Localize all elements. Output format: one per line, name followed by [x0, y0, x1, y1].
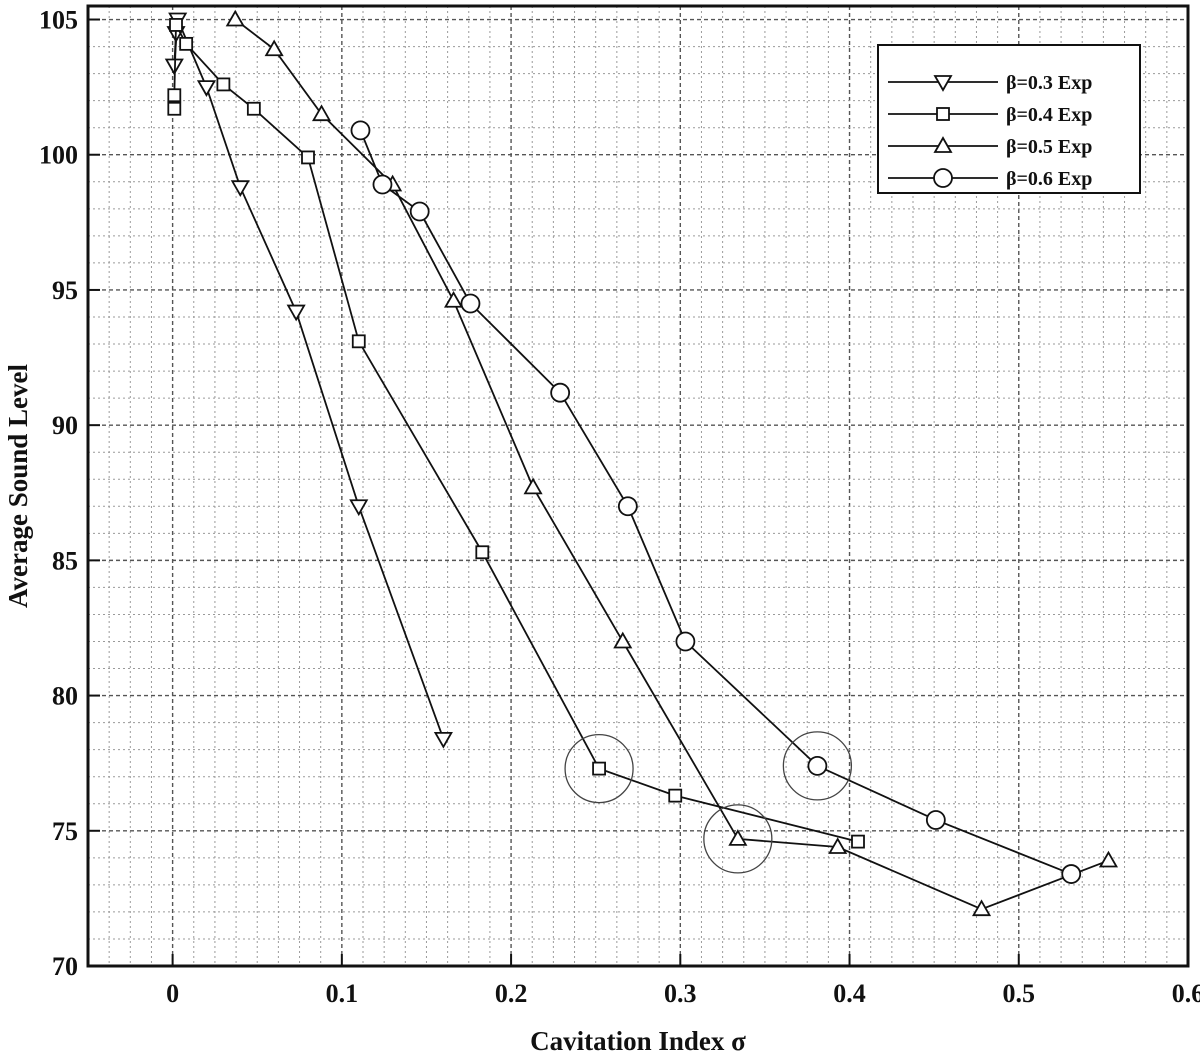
x-tick-label: 0.2	[495, 979, 528, 1008]
x-tick-label: 0.1	[326, 979, 359, 1008]
data-point	[971, 899, 992, 917]
data-point	[433, 731, 453, 749]
data-point	[167, 88, 182, 103]
highlight-circle	[564, 733, 634, 804]
data-point	[851, 834, 865, 849]
legend-marker	[933, 75, 953, 92]
data-point	[372, 174, 393, 195]
data-point	[617, 496, 638, 517]
data-point	[675, 631, 696, 652]
data-point	[216, 77, 231, 92]
x-tick-label: 0.4	[833, 979, 866, 1008]
legend: β=0.3 Exp β=0.4 Exp β=0.5 Exp β=0.6 Exp	[877, 44, 1141, 194]
data-point	[196, 80, 217, 97]
data-point	[349, 499, 369, 517]
data-point	[409, 201, 430, 222]
data-point	[523, 477, 543, 495]
legend-label: β=0.5 Exp	[1006, 136, 1092, 158]
plot-frame	[86, 4, 1190, 968]
series-3	[225, 9, 1119, 917]
x-tick-label: 0.3	[664, 979, 697, 1008]
y-tick-label: 80	[52, 682, 78, 711]
data-point	[592, 761, 606, 776]
y-tick-label: 70	[52, 952, 78, 981]
legend-item: β=0.6 Exp	[888, 168, 1092, 190]
data-point	[668, 788, 683, 803]
legend-marker	[933, 136, 953, 153]
series-1	[164, 12, 453, 749]
data-point	[925, 810, 946, 830]
y-tick-label: 90	[52, 411, 78, 440]
data-point	[828, 837, 848, 854]
series-2	[167, 18, 865, 849]
data-point	[230, 180, 250, 197]
legend-item: β=0.4 Exp	[888, 104, 1092, 126]
legend-marker	[933, 168, 953, 188]
y-axis-title: Average Sound Level	[3, 364, 33, 608]
legend-label: β=0.3 Exp	[1006, 72, 1092, 94]
data-point	[1061, 864, 1082, 884]
legend-items: β=0.3 Exp β=0.4 Exp β=0.5 Exp β=0.6 Exp	[888, 72, 1092, 190]
tick-layer: 0 0.1 0.2 0.3 0.4 0.5 0.6 70 75 80 85 90 95 100 105	[39, 6, 1200, 1008]
legend-label: β=0.6 Exp	[1006, 168, 1092, 190]
data-point	[301, 150, 315, 165]
highlight-circle	[782, 731, 853, 801]
legend-label: β=0.4 Exp	[1006, 104, 1092, 126]
data-point	[1098, 850, 1119, 868]
data-point	[550, 382, 571, 403]
data-point	[225, 9, 245, 27]
data-point	[443, 290, 464, 308]
data-point	[350, 120, 371, 141]
series-line	[173, 21, 859, 843]
series-layer	[164, 9, 1119, 917]
data-point	[728, 829, 748, 846]
data-point	[613, 631, 633, 649]
highlight-layer	[564, 731, 853, 874]
legend-item: β=0.5 Exp	[888, 136, 1092, 158]
data-point	[807, 755, 828, 776]
data-point	[167, 101, 182, 116]
series-line	[359, 130, 1072, 875]
data-point	[351, 334, 366, 349]
y-tick-label: 95	[52, 276, 78, 305]
data-point	[286, 304, 306, 322]
x-axis-title: Cavitation Index σ	[530, 1026, 746, 1056]
series-4	[350, 120, 1082, 884]
data-point	[246, 101, 261, 116]
data-point	[264, 39, 284, 57]
y-tick-label: 75	[52, 817, 78, 846]
data-point	[169, 18, 183, 32]
x-tick-label: 0	[166, 979, 179, 1008]
legend-marker	[936, 107, 950, 121]
x-tick-label: 0.5	[1003, 979, 1036, 1008]
data-point	[179, 36, 194, 51]
highlight-circle	[703, 804, 773, 874]
legend-item: β=0.3 Exp	[888, 72, 1092, 94]
data-point	[475, 545, 490, 560]
y-tick-label: 85	[52, 546, 78, 575]
data-point	[460, 293, 481, 314]
legend-box	[877, 44, 1141, 194]
y-tick-label: 100	[39, 141, 78, 170]
data-point	[311, 104, 332, 122]
y-tick-label: 105	[39, 6, 78, 35]
x-tick-label: 0.6	[1172, 979, 1200, 1008]
